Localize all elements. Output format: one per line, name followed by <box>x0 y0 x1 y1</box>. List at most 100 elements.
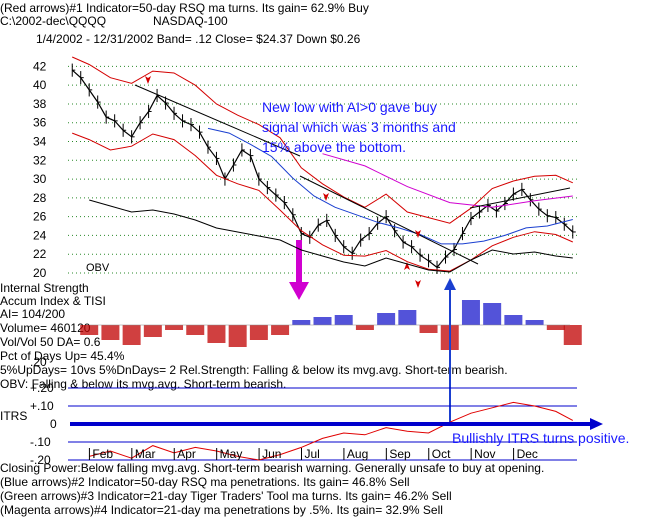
price-series-lower_band <box>72 132 574 272</box>
itrs-callout: Bullishly ITRS turns positive. <box>452 430 629 446</box>
footer-line2: (Blue arrows)#2 Indicator=50-day RSQ ma … <box>0 475 410 489</box>
accum-index-bar <box>525 320 544 325</box>
obv-series <box>89 199 573 273</box>
red-arrow-4 <box>404 262 410 270</box>
itrs-y-tick: +.20 <box>30 381 54 395</box>
x-axis-label: Mar <box>135 447 156 461</box>
red-arrow-5 <box>415 280 421 288</box>
trendline-1 <box>134 84 301 157</box>
accum-index-bar <box>334 315 353 325</box>
footer-line1: Closing Power:Below falling mvg.avg. Sho… <box>0 461 544 475</box>
updays-label: 5%UpDays= 10vs 5%DnDays= 2 Rel.Strength:… <box>0 363 508 377</box>
x-axis-label: Nov <box>474 447 495 461</box>
price-series-ma_magenta <box>322 153 573 208</box>
accum-index-bar <box>504 315 523 325</box>
red-arrow-3 <box>415 230 421 238</box>
itrs-grid <box>68 387 577 461</box>
accum-index-bar <box>186 325 205 335</box>
accum-index-bar <box>249 325 268 340</box>
accum-index-bars <box>80 300 582 350</box>
x-axis-label: Jul <box>305 447 320 461</box>
footer: Closing Power:Below falling mvg.avg. Sho… <box>0 461 544 517</box>
itrs-y-ticks: +.20 +.10 0 -.10 -.20 <box>30 381 57 467</box>
red-arrow-1 <box>145 76 151 84</box>
accum-index-bar <box>377 313 396 325</box>
itrs-series <box>89 401 574 461</box>
accum-index-bar <box>398 310 417 325</box>
obv-line <box>89 199 573 273</box>
header-line2-right: NASDAQ-100 <box>153 14 228 28</box>
accum-index-bar <box>461 300 480 325</box>
header-line3: 1/4/2002 - 12/31/2002 Band= .12 Close= $… <box>36 32 361 46</box>
itrs-y-tick: 0 <box>50 417 57 431</box>
x-axis-label: May <box>220 447 243 461</box>
price-y-tick: 24 <box>33 228 47 242</box>
accum-index-bar <box>546 325 565 330</box>
price-y-tick: 40 <box>33 78 47 92</box>
callout-line2: signal which was 3 months and <box>262 119 456 135</box>
trendline-2 <box>299 175 479 265</box>
price-y-tick: 34 <box>33 135 47 149</box>
price-y-tick: 26 <box>33 210 47 224</box>
accum-index-bar <box>563 325 582 345</box>
red-arrow-2 <box>323 193 329 201</box>
accum-index-bar <box>355 325 374 330</box>
callout: New low with AI>0 gave buy signal which … <box>262 99 456 155</box>
accum-index-bar <box>165 325 184 330</box>
x-axis-label: Dec <box>517 447 538 461</box>
price-series-close <box>71 69 574 269</box>
price-y-tick: 28 <box>33 191 47 205</box>
callout-line3: 15% above the bottom. <box>262 139 406 155</box>
itrs-y-tick: -.10 <box>30 435 51 449</box>
footer-line4: (Magenta arrows)#4 Indicator=21-day ma p… <box>0 503 443 517</box>
price-y-tick: 30 <box>33 172 47 186</box>
itrs-y-tick: +.10 <box>30 399 54 413</box>
internal-strength-label: Internal Strength <box>0 281 89 295</box>
overlap-value-label: .20 <box>30 355 47 369</box>
itrs-label: ITRS <box>0 409 27 423</box>
ai-label: AI= 104/200 <box>0 307 65 321</box>
trendline-3 <box>469 187 571 209</box>
price-y-tick: 42 <box>33 59 47 73</box>
footer-line3: (Green arrows)#3 Indicator=21-day Tiger … <box>0 489 452 503</box>
price-y-tick: 32 <box>33 153 47 167</box>
price-y-ticks: 42 40 38 36 34 32 30 28 26 24 22 20 <box>33 59 47 280</box>
header-line2-left: C:\2002-dec\QQQQ <box>0 14 106 28</box>
itrs-y-tick: -.20 <box>30 453 51 467</box>
accum-index-bar <box>419 325 438 333</box>
callout-line1: New low with AI>0 gave buy <box>262 99 437 115</box>
accum-index-bar <box>207 325 226 343</box>
price-series <box>71 56 576 274</box>
x-axis-label: Feb <box>92 447 113 461</box>
x-axis-labels: Feb Mar Apr May Jun Jul Aug Sep Oct Nov Dec <box>88 447 538 461</box>
accum-index-bar <box>313 317 332 325</box>
volume-label: Volume= 460120 <box>0 321 91 335</box>
price-grid <box>68 65 577 274</box>
price-series-ma_blue <box>207 127 573 245</box>
x-axis-label: Jun <box>262 447 281 461</box>
accum-index-bar <box>101 325 120 340</box>
accum-index-bar <box>483 303 502 325</box>
header-line1: (Red arrows)#1 Indicator=50-day RSQ ma t… <box>0 1 369 15</box>
price-y-tick: 20 <box>33 266 47 280</box>
price-y-tick: 22 <box>33 247 47 261</box>
price-y-tick: 38 <box>33 97 47 111</box>
x-axis-label: Apr <box>177 447 196 461</box>
blue-up-arrow <box>444 278 456 290</box>
x-axis-label: Sep <box>389 447 411 461</box>
obv-label: OBV <box>86 262 110 274</box>
accum-index-label: Accum Index & TISI <box>0 294 106 308</box>
price-y-tick: 36 <box>33 116 47 130</box>
accum-index-bar <box>80 325 99 335</box>
accum-index-bar <box>122 325 141 345</box>
accum-index-bar <box>228 325 247 347</box>
itrs-line <box>89 401 574 461</box>
pct-up-label: Pct of Days Up= 45.4% <box>0 349 125 363</box>
accum-index-bar <box>292 320 311 325</box>
x-axis-label: Oct <box>432 447 451 461</box>
volvol-label: Vol/Vol 50 DA= 0.6 <box>0 335 101 349</box>
itrs-right-arrow <box>590 418 603 430</box>
accum-index-bar <box>271 325 290 335</box>
